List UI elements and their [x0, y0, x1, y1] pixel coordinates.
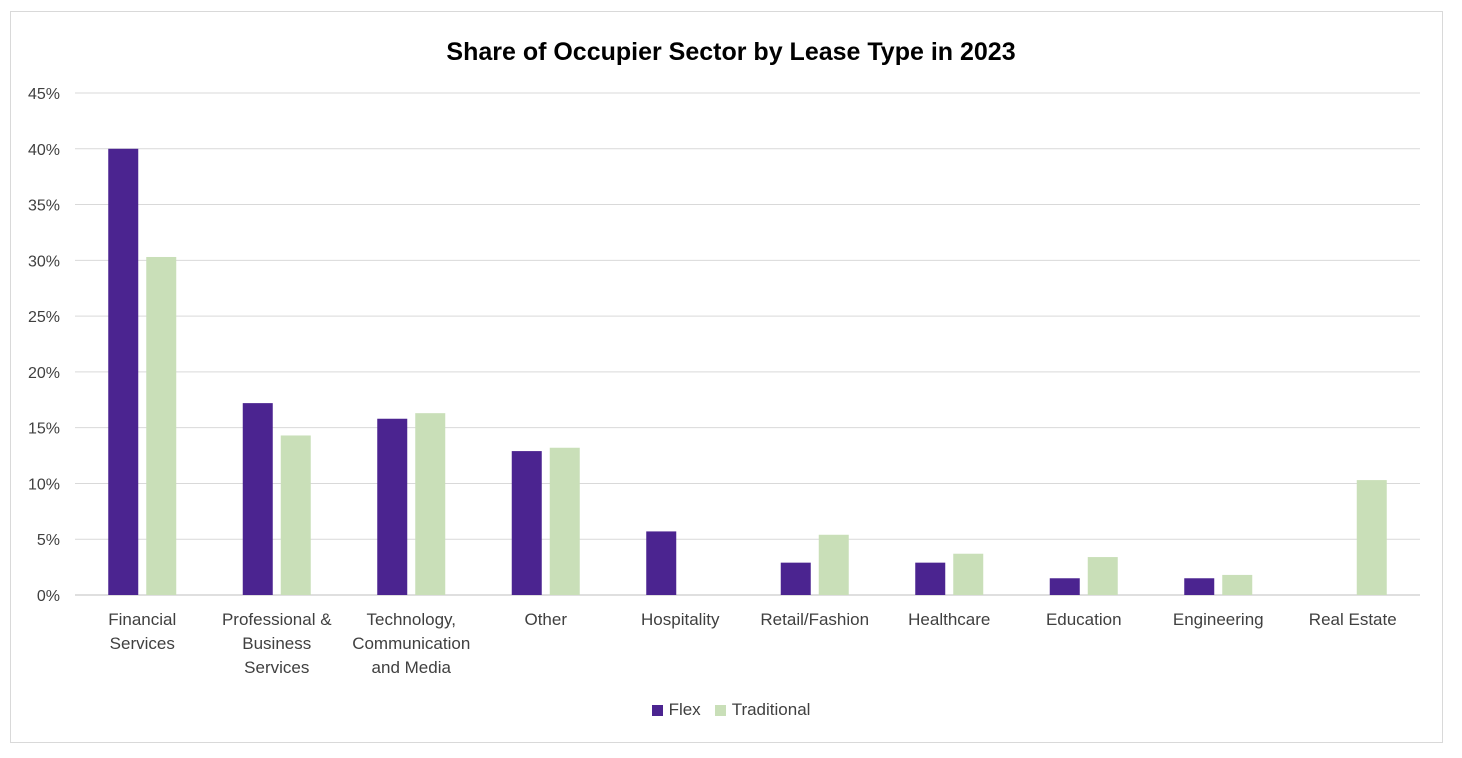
bar-flex	[511, 451, 542, 595]
x-tick-label: Other	[524, 610, 567, 629]
bar-traditional	[818, 534, 849, 595]
chart-frame	[10, 11, 1443, 743]
y-axis-ticks: 0% 5% 10% 15% 20% 25% 30% 35% 40% 45%	[28, 86, 60, 605]
bar-traditional	[146, 256, 177, 595]
x-axis-ticks: Financial Services Professional & Business S…	[108, 610, 1396, 677]
legend: Flex Traditional	[0, 700, 1462, 720]
bar-traditional	[953, 553, 984, 595]
x-tick-label: Professional & Business Services	[222, 610, 332, 677]
y-tick-label: 15%	[28, 421, 60, 438]
y-tick-label: 10%	[28, 476, 60, 493]
bar-flex	[915, 562, 946, 595]
y-tick-label: 20%	[28, 365, 60, 382]
y-tick-label: 5%	[37, 532, 60, 549]
bar-flex	[377, 418, 408, 595]
y-tick-label: 0%	[37, 588, 60, 605]
bar-traditional	[280, 435, 311, 595]
x-tick-label: Financial Services	[108, 610, 176, 653]
x-tick-label: Engineering	[1173, 610, 1264, 629]
bar-traditional	[1222, 574, 1253, 595]
legend-label-traditional: Traditional	[731, 700, 811, 719]
bar-flex	[108, 148, 139, 595]
bar-flex	[646, 531, 677, 595]
x-tick-label: Hospitality	[641, 610, 720, 629]
x-tick-label: Technology, Communication and Media	[352, 610, 470, 677]
bar-flex	[1184, 578, 1215, 595]
x-tick-label: Healthcare	[908, 610, 990, 629]
bar-flex	[1049, 578, 1080, 595]
y-tick-label: 40%	[28, 142, 60, 159]
y-tick-label: 35%	[28, 198, 60, 215]
legend-item-traditional: Traditional	[714, 700, 811, 720]
x-tick-label: Education	[1046, 610, 1122, 629]
bar-traditional	[549, 447, 580, 595]
gridlines	[75, 92, 1420, 596]
y-tick-label: 45%	[28, 86, 60, 103]
y-tick-label: 30%	[28, 253, 60, 270]
bar-traditional	[1087, 557, 1118, 595]
legend-item-flex: Flex	[651, 700, 701, 720]
chart-title: Share of Occupier Sector by Lease Type i…	[446, 38, 1016, 66]
x-tick-label: Retail/Fashion	[760, 610, 869, 629]
bar-traditional	[415, 413, 446, 595]
y-tick-label: 25%	[28, 309, 60, 326]
legend-swatch-traditional	[714, 704, 726, 716]
x-tick-label: Real Estate	[1309, 610, 1397, 629]
bar-flex	[780, 562, 811, 595]
bar-flex	[242, 403, 273, 595]
bar-traditional	[1356, 480, 1387, 595]
bars	[108, 148, 1387, 595]
legend-label-flex: Flex	[668, 700, 701, 719]
legend-swatch-flex	[651, 704, 663, 716]
